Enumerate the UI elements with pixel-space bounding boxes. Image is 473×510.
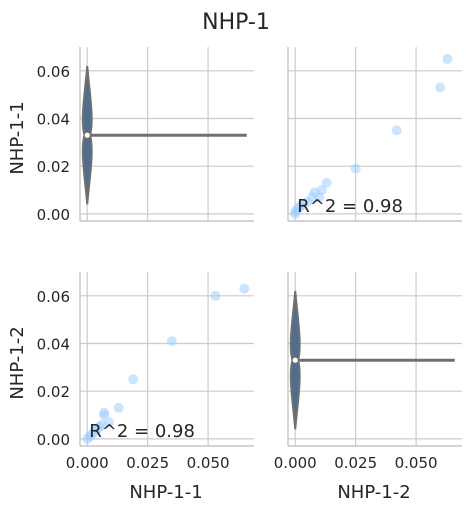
y-tick-label: 0.04 [37,111,70,129]
x-tick-label: 0.050 [187,454,230,472]
x-tick-label: 0.000 [66,454,109,472]
scatter-point [321,177,332,188]
panel-top-right: R^2 = 0.98 [287,47,462,222]
scatter-point [104,417,114,428]
scatter-point [435,82,446,93]
panel-top-left: 0.00 0.02 0.04 0.06 [37,47,254,224]
scatter-point [391,125,402,136]
violin-median-marker [291,356,300,364]
scatter-point [99,407,110,418]
x-tick-label: 0.000 [274,454,317,472]
scatter-point [128,374,139,385]
y-tick-label: 0.02 [37,158,70,176]
scatter-point [210,290,221,301]
y-tick-label: 0.00 [37,431,70,449]
violin-median-marker [83,131,92,139]
scatter-point [350,163,361,174]
y-tick-label: 0.06 [37,63,70,81]
x-axis-label-nhp-1-1: NHP-1-1 [129,482,202,503]
r-squared-annotation: R^2 = 0.98 [297,196,403,217]
y-axis-label-nhp-1-1: NHP-1-1 [7,101,28,174]
y-axis-label-nhp-1-2: NHP-1-2 [7,326,28,399]
panel-bottom-right: 0.000 0.025 0.050 [274,272,462,472]
x-axis-label-nhp-1-2: NHP-1-2 [337,482,410,503]
scatter-point [316,185,327,196]
scatter-point [166,336,177,347]
chart-title: NHP-1 [202,10,270,35]
scatter-point [442,53,453,64]
r-squared-annotation: R^2 = 0.98 [89,421,195,442]
y-tick-label: 0.00 [37,206,70,224]
y-tick-label: 0.02 [37,383,70,401]
scatter-point [113,402,124,413]
y-tick-label: 0.06 [37,288,70,306]
x-tick-label: 0.025 [334,454,377,472]
x-tick-label: 0.025 [126,454,169,472]
y-tick-label: 0.04 [37,336,70,354]
panel-bottom-left: 0.00 0.02 0.04 0.06 0.000 0.025 0.050 R^2 = 0.9… [37,272,254,472]
scatter-point [239,283,250,294]
x-tick-label: 0.050 [395,454,438,472]
